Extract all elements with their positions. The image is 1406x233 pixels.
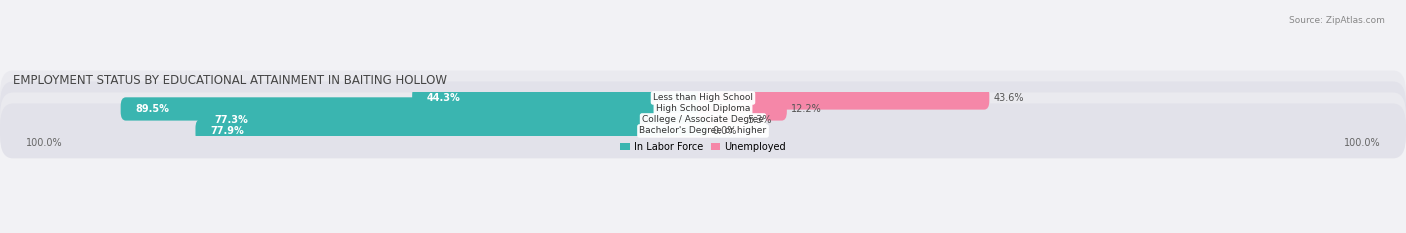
Text: EMPLOYMENT STATUS BY EDUCATIONAL ATTAINMENT IN BAITING HOLLOW: EMPLOYMENT STATUS BY EDUCATIONAL ATTAINM… bbox=[13, 74, 447, 87]
Text: Less than High School: Less than High School bbox=[652, 93, 754, 103]
FancyBboxPatch shape bbox=[412, 86, 709, 110]
FancyBboxPatch shape bbox=[697, 108, 742, 132]
Legend: In Labor Force, Unemployed: In Labor Force, Unemployed bbox=[616, 138, 790, 156]
Text: Bachelor's Degree or higher: Bachelor's Degree or higher bbox=[640, 127, 766, 135]
Text: 77.3%: 77.3% bbox=[214, 115, 247, 125]
FancyBboxPatch shape bbox=[0, 103, 1406, 158]
Text: High School Diploma: High School Diploma bbox=[655, 104, 751, 113]
Text: 43.6%: 43.6% bbox=[994, 93, 1025, 103]
Text: 12.2%: 12.2% bbox=[792, 104, 823, 114]
Text: 89.5%: 89.5% bbox=[135, 104, 169, 114]
Text: 100.0%: 100.0% bbox=[25, 138, 62, 148]
FancyBboxPatch shape bbox=[121, 97, 709, 121]
FancyBboxPatch shape bbox=[0, 71, 1406, 125]
FancyBboxPatch shape bbox=[195, 119, 709, 143]
FancyBboxPatch shape bbox=[200, 108, 709, 132]
Text: 0.0%: 0.0% bbox=[713, 126, 737, 136]
FancyBboxPatch shape bbox=[697, 97, 787, 121]
Text: Source: ZipAtlas.com: Source: ZipAtlas.com bbox=[1289, 16, 1385, 25]
FancyBboxPatch shape bbox=[0, 82, 1406, 136]
Text: 100.0%: 100.0% bbox=[1344, 138, 1381, 148]
FancyBboxPatch shape bbox=[0, 93, 1406, 147]
Text: 44.3%: 44.3% bbox=[427, 93, 461, 103]
Text: 5.3%: 5.3% bbox=[747, 115, 772, 125]
Text: 77.9%: 77.9% bbox=[211, 126, 245, 136]
Text: College / Associate Degree: College / Associate Degree bbox=[643, 115, 763, 124]
FancyBboxPatch shape bbox=[697, 86, 990, 110]
